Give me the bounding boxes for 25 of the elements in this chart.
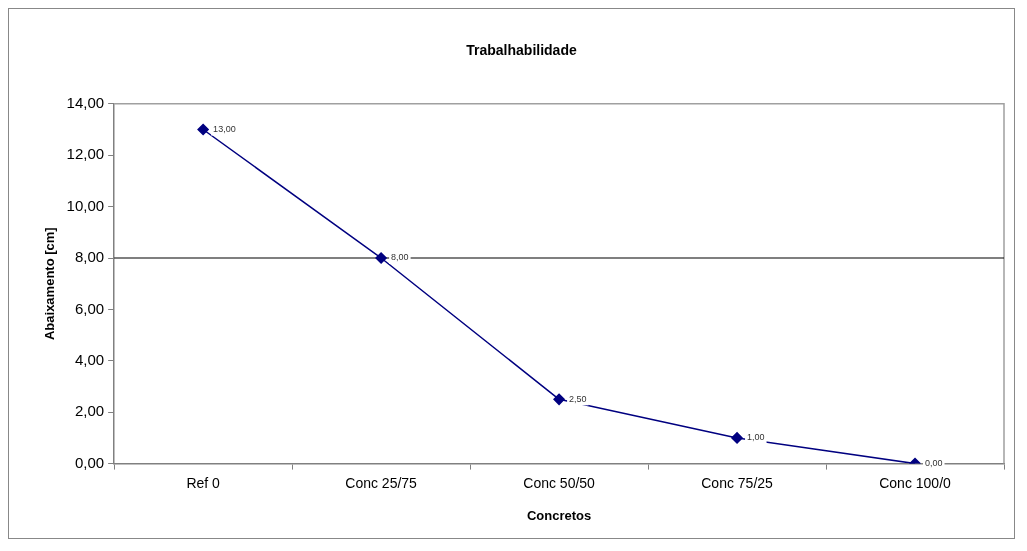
y-tick-label: 6,00 [74, 299, 105, 317]
point [375, 252, 387, 264]
y-tick-label: 2,00 [74, 402, 105, 420]
x-axis-title: Concretos [526, 507, 592, 523]
point [553, 393, 565, 406]
data-label: 13,00 [213, 123, 236, 134]
data-label: 2,50 [569, 393, 587, 404]
x-tick-label: Conc 75/25 [701, 474, 774, 491]
data-label: 0,00 [925, 458, 943, 469]
x-tick-label: Conc 100/0 [879, 474, 952, 491]
data-label: 8,00 [391, 252, 409, 263]
y-tick-label: 10,00 [66, 196, 105, 214]
x-tick-label: Conc 50/50 [523, 474, 596, 491]
chart-title: Trabalhabilidade [466, 42, 577, 59]
y-tick-label: 4,00 [74, 350, 105, 368]
y-tick-label: 8,00 [74, 248, 105, 266]
data-label: 1,00 [747, 432, 765, 443]
point [197, 123, 209, 136]
x-tick-label: Ref 0 [186, 474, 221, 491]
point [731, 432, 743, 444]
y-axis-title: Abaixamento [cm] [42, 227, 58, 341]
y-tick-label: 14,00 [66, 93, 105, 111]
x-tick-label: Conc 25/75 [345, 474, 418, 491]
y-tick-label: 0,00 [74, 453, 105, 471]
y-tick-label: 12,00 [66, 145, 105, 163]
